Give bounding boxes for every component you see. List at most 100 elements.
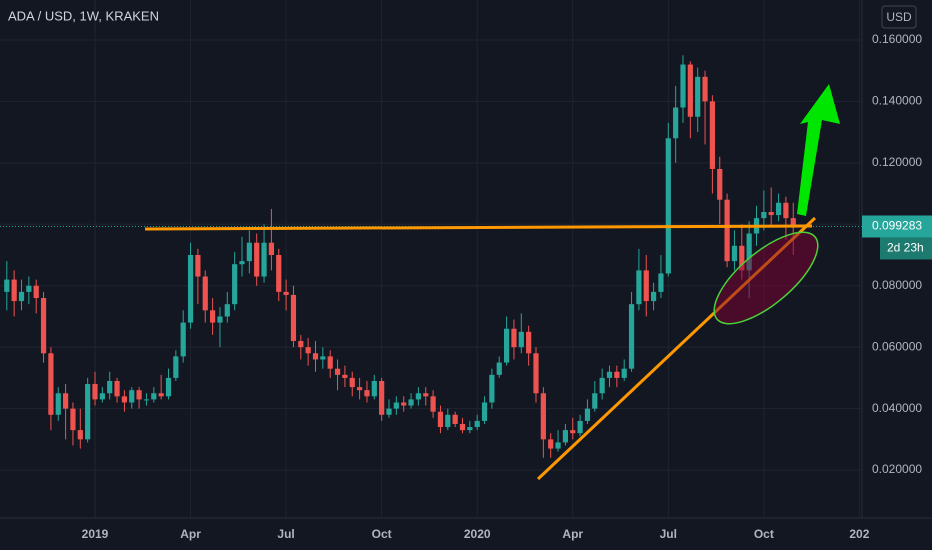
y-tick-label: 0.160000	[872, 32, 922, 46]
candle-body	[540, 393, 546, 440]
candle-body	[327, 356, 333, 369]
candle-body	[224, 304, 230, 317]
candle-body	[533, 353, 539, 394]
candle-body	[430, 396, 436, 412]
up-arrow	[797, 84, 840, 216]
candle-body	[636, 270, 642, 305]
candle-body	[342, 374, 348, 378]
candle-body	[526, 331, 532, 354]
y-tick-label: 0.020000	[872, 462, 922, 476]
candle-body	[702, 76, 708, 102]
candle-body	[151, 393, 157, 400]
candle-body	[276, 255, 282, 292]
candle-body	[4, 279, 10, 292]
price-tag-label: 0.099283	[872, 219, 922, 233]
candle-body	[518, 331, 524, 348]
candle-body	[489, 374, 495, 403]
candle-body	[658, 273, 664, 292]
candle-body	[173, 356, 179, 378]
candle-body	[665, 138, 671, 274]
x-tick-label: Oct	[372, 527, 392, 541]
candle-body	[746, 233, 752, 271]
candle-body	[261, 242, 267, 277]
candle-body	[731, 245, 738, 262]
candle-body	[187, 255, 194, 323]
candle-body	[408, 399, 414, 406]
candle-body	[290, 294, 297, 342]
candle-body	[357, 387, 363, 391]
x-tick-label: 2020	[464, 527, 491, 541]
candles	[0, 55, 862, 458]
candle-body	[55, 393, 61, 415]
candle-body	[48, 353, 54, 415]
candle-body	[107, 380, 113, 394]
candle-body	[504, 328, 510, 363]
candle-body	[202, 276, 208, 311]
candle-body	[614, 371, 620, 378]
candle-body	[40, 298, 47, 354]
candle-body	[217, 316, 223, 323]
candle-body	[210, 310, 216, 323]
candle-body	[761, 211, 767, 219]
candle-body	[628, 304, 635, 369]
candle-body	[570, 430, 576, 434]
y-tick-label: 0.120000	[872, 155, 922, 169]
x-tick-label: 2019	[82, 527, 109, 541]
countdown-tag	[880, 237, 932, 260]
candle-body	[143, 399, 150, 401]
candle-body	[136, 390, 142, 400]
candle-body	[481, 402, 488, 421]
x-tick-label: Jul	[660, 527, 677, 541]
y-tick-label: 0.140000	[872, 94, 922, 108]
y-tick-label: 0.040000	[872, 401, 922, 415]
candle-body	[437, 411, 444, 428]
candle-body	[651, 291, 657, 302]
y-tick-label: 0.080000	[872, 278, 922, 292]
currency-box	[881, 5, 917, 29]
candle-body	[129, 390, 135, 403]
candle-body	[371, 380, 377, 397]
candle-body	[717, 168, 723, 200]
candle-body	[320, 356, 326, 360]
candle-body	[99, 393, 105, 400]
candle-body	[548, 439, 554, 449]
candle-body	[283, 291, 289, 295]
candle-body	[496, 362, 502, 375]
candle-body	[709, 101, 715, 169]
candle-body	[606, 371, 613, 378]
candle-body	[386, 408, 392, 415]
price-tag	[862, 215, 932, 238]
candle-body	[643, 270, 649, 302]
candle-body	[33, 285, 39, 299]
countdown-label: 2d 23h	[887, 241, 924, 255]
candle-body	[577, 420, 583, 434]
candle-body	[254, 242, 260, 277]
horizontal-line	[144, 224, 813, 231]
candle-body	[114, 380, 120, 397]
chart-title: ADA / USD, 1W, KRAKEN	[8, 8, 159, 23]
candle-body	[165, 377, 172, 397]
candle-body	[768, 211, 774, 216]
candle-body	[445, 414, 451, 428]
candle-body	[621, 368, 627, 378]
y-tick-label: 0.060000	[872, 339, 922, 353]
candle-body	[305, 347, 311, 354]
candle-body	[783, 202, 789, 219]
candle-body	[467, 427, 473, 431]
candle-body	[562, 430, 568, 443]
candle-body	[584, 408, 591, 421]
candle-body	[70, 408, 76, 431]
candle-body	[121, 396, 127, 403]
candle-body	[474, 420, 480, 428]
candle-body	[739, 245, 745, 271]
candle-body	[334, 368, 341, 375]
candle-body	[18, 291, 25, 302]
candle-body	[592, 393, 598, 409]
axis-labels: 0.0200000.0400000.0600000.0800000.100000…	[82, 32, 932, 541]
currency-label: USD	[886, 10, 912, 24]
x-tick-label: Oct	[754, 527, 774, 541]
candle-body	[775, 202, 782, 216]
highlight-ellipse	[713, 231, 819, 325]
